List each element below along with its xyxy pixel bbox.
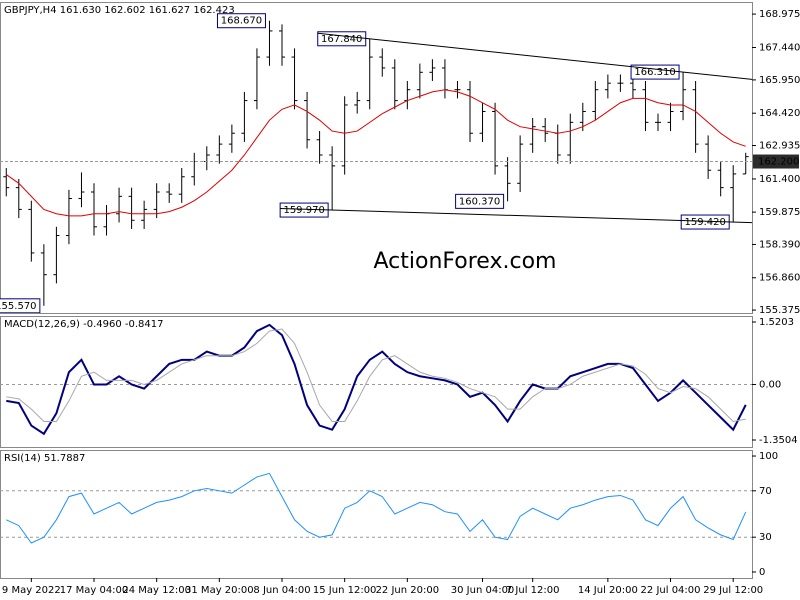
x-tick-label: 15 Jun 12:00 — [313, 585, 377, 596]
price-panel — [0, 2, 753, 314]
x-tick-label: 24 May 12:00 — [122, 585, 191, 596]
x-tick-label: 30 Jun 04:00 — [451, 585, 515, 596]
y-tick-label: 100 — [759, 451, 778, 462]
y-tick-label: 0.00 — [759, 379, 781, 390]
price-label: 162.200 — [758, 157, 799, 168]
panel-title: RSI(14) 51.7887 — [4, 453, 85, 464]
y-tick-label: 0 — [759, 567, 765, 578]
panel-title: MACD(12,26,9) -0.4960 -0.8417 — [4, 319, 164, 330]
y-tick-label: 165.950 — [759, 75, 800, 86]
annotation-label: 168.670 — [221, 16, 262, 27]
y-tick-label: 158.390 — [759, 239, 800, 250]
annotation-label: 159.420 — [685, 217, 726, 228]
trend-line — [280, 208, 752, 224]
y-tick-label: 155.375 — [759, 305, 800, 316]
y-tick-label: 162.935 — [759, 141, 800, 152]
annotation-box — [216, 13, 266, 29]
price-label-box — [753, 154, 799, 169]
indicator-line — [6, 323, 747, 436]
y-tick-label: 159.875 — [759, 207, 800, 218]
annotation-label: 160.370 — [459, 196, 500, 207]
x-tick-label: 7 Jul 12:00 — [506, 585, 560, 596]
y-tick-label: 156.860 — [759, 273, 800, 284]
x-tick-label: 22 Jul 04:00 — [641, 585, 701, 596]
annotation-box — [455, 193, 505, 209]
annotation-label: 159.970 — [283, 205, 324, 216]
annotation-label: 155.570 — [0, 301, 37, 312]
indicator-line — [6, 328, 746, 423]
watermark: ActionForex.com — [374, 249, 557, 274]
y-tick-label: 161.400 — [759, 174, 800, 185]
macd-panel — [0, 316, 753, 448]
y-tick-label: 30 — [759, 532, 772, 543]
y-tick-label: 70 — [759, 486, 772, 497]
x-tick-label: 17 May 04:00 — [60, 585, 129, 596]
indicator-line — [6, 472, 747, 544]
y-tick-label: 164.420 — [759, 108, 800, 119]
annotation-label: 166.310 — [634, 67, 675, 78]
rsi-panel — [0, 450, 753, 579]
y-tick-label: 168.975 — [759, 9, 800, 20]
x-tick-label: 14 Jul 20:00 — [578, 585, 638, 596]
price-plot: 168.670 167.840 166.310 159.970 160.370 159.4… — [0, 13, 752, 313]
macd-plot — [0, 323, 752, 436]
y-tick-label: 1.5203 — [759, 317, 794, 328]
panel-title: GBPJPY,H4 161.630 162.602 161.627 162.42… — [4, 5, 235, 16]
x-tick-label: 9 May 2022 — [2, 585, 61, 596]
x-tick-label: 29 Jul 12:00 — [703, 585, 763, 596]
moving-average — [5, 89, 746, 217]
annotation-box — [0, 298, 41, 313]
trend-line — [317, 32, 752, 80]
y-tick-label: 167.440 — [759, 42, 800, 53]
x-tick-label: 22 Jun 20:00 — [376, 585, 440, 596]
rsi-plot — [0, 472, 752, 544]
x-tick-label: 31 May 20:00 — [185, 585, 254, 596]
annotation-label: 167.840 — [321, 34, 362, 45]
x-tick-label: 8 Jun 04:00 — [253, 585, 310, 596]
y-tick-label: -1.3504 — [759, 435, 798, 446]
